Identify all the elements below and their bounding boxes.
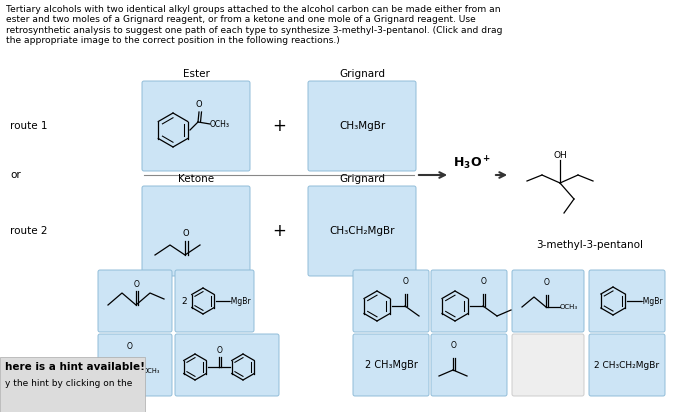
FancyBboxPatch shape — [98, 270, 172, 332]
Text: OCH₃: OCH₃ — [560, 304, 578, 310]
Text: Grignard: Grignard — [339, 69, 385, 79]
Text: Ketone: Ketone — [178, 174, 214, 184]
Text: O: O — [182, 229, 189, 238]
Text: +: + — [272, 117, 286, 135]
Text: Tertiary alcohols with two identical alkyl groups attached to the alcohol carbon: Tertiary alcohols with two identical alk… — [6, 5, 503, 45]
Text: Grignard: Grignard — [339, 174, 385, 184]
Text: route 1: route 1 — [10, 121, 48, 131]
Text: CH₃CH₂MgBr: CH₃CH₂MgBr — [329, 226, 395, 236]
Text: O: O — [196, 100, 202, 109]
Text: O: O — [544, 278, 550, 287]
Text: O: O — [134, 280, 140, 289]
FancyBboxPatch shape — [175, 270, 254, 332]
Text: route 2: route 2 — [10, 226, 48, 236]
Text: O: O — [217, 346, 223, 355]
Text: 2: 2 — [181, 297, 186, 306]
Text: 2 CH₃MgBr: 2 CH₃MgBr — [365, 360, 417, 370]
FancyBboxPatch shape — [512, 334, 584, 396]
FancyBboxPatch shape — [175, 334, 279, 396]
Text: +: + — [272, 222, 286, 240]
Text: O: O — [403, 277, 409, 286]
FancyBboxPatch shape — [0, 357, 145, 412]
Text: CH₃MgBr: CH₃MgBr — [339, 121, 385, 131]
Text: -MgBr: -MgBr — [641, 297, 664, 306]
FancyBboxPatch shape — [431, 270, 507, 332]
Text: or: or — [10, 170, 20, 180]
Text: O: O — [451, 341, 457, 350]
Text: -MgBr: -MgBr — [229, 297, 251, 306]
Text: Ester: Ester — [182, 69, 210, 79]
Text: O: O — [481, 277, 487, 286]
FancyBboxPatch shape — [589, 270, 665, 332]
FancyBboxPatch shape — [142, 186, 250, 276]
FancyBboxPatch shape — [431, 334, 507, 396]
FancyBboxPatch shape — [142, 81, 250, 171]
Text: here is a hint available!: here is a hint available! — [5, 362, 145, 372]
Text: 2 CH₃CH₂MgBr: 2 CH₃CH₂MgBr — [594, 360, 660, 370]
Text: OH: OH — [553, 150, 567, 159]
FancyBboxPatch shape — [308, 81, 416, 171]
FancyBboxPatch shape — [308, 186, 416, 276]
FancyBboxPatch shape — [512, 270, 584, 332]
Text: $\mathbf{H_3O^+}$: $\mathbf{H_3O^+}$ — [453, 154, 491, 172]
Text: OCH₃: OCH₃ — [210, 119, 230, 129]
FancyBboxPatch shape — [353, 270, 429, 332]
FancyBboxPatch shape — [589, 334, 665, 396]
FancyBboxPatch shape — [98, 334, 172, 396]
FancyBboxPatch shape — [353, 334, 429, 396]
Text: y the hint by clicking on the: y the hint by clicking on the — [5, 379, 133, 388]
Text: 3-methyl-3-pentanol: 3-methyl-3-pentanol — [537, 240, 643, 250]
Text: O: O — [127, 342, 133, 351]
Text: OCH₃: OCH₃ — [143, 368, 161, 374]
